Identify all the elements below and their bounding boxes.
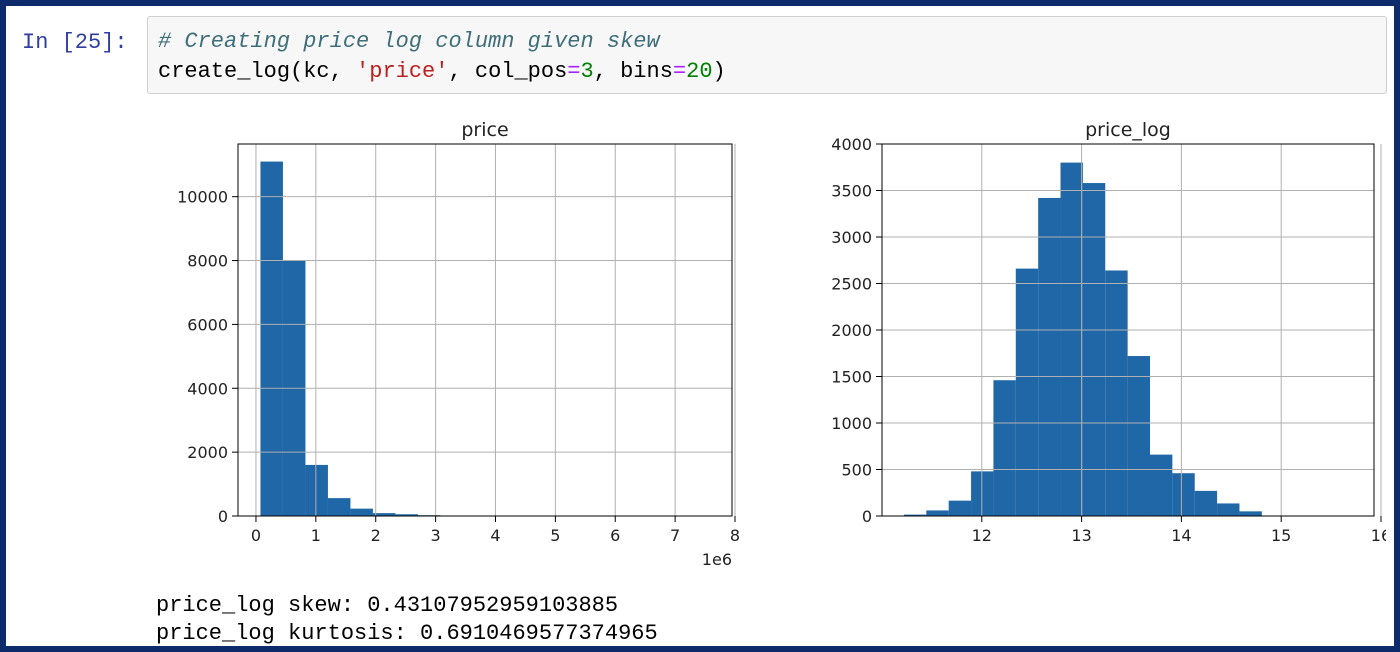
kurtosis-output: price_log kurtosis: 0.6910469577374965 [156, 621, 658, 646]
histogram-price-log: 12 13 14 15 16 0 500 1000 1500 2000 2500 3000 3500 40… [831, 119, 1386, 545]
code-sep-1: , col_pos [448, 59, 568, 84]
x-offset-label: 1e6 [702, 550, 732, 569]
x-tick-label: 8 [730, 526, 740, 545]
x-tick-label: 4 [490, 526, 500, 545]
y-tick-label: 3000 [831, 228, 872, 247]
code-num-1: 3 [580, 59, 594, 84]
y-tick-label: 3500 [831, 182, 872, 201]
chart-title: price_log [1085, 119, 1171, 141]
x-tick-label: 12 [972, 526, 992, 545]
histogram-plots: 0 1 2 3 4 5 6 7 80200040006000800010000price1e6 … [177, 119, 1386, 569]
histogram-bar [1060, 162, 1083, 516]
histogram-bar [327, 498, 351, 516]
code-end: ) [712, 59, 726, 84]
y-tick-label: 0 [218, 507, 228, 526]
histogram-bar [1015, 268, 1039, 516]
y-tick-label: 4000 [831, 135, 872, 154]
histogram-bar [1172, 473, 1195, 516]
histogram-bar [948, 500, 972, 516]
y-tick-label: 4000 [187, 379, 228, 398]
x-tick-label: 6 [610, 526, 620, 545]
x-tick-label: 5 [550, 526, 560, 545]
histogram-bar [926, 510, 949, 516]
histogram-bar [305, 464, 328, 516]
y-tick-label: 1000 [831, 414, 872, 433]
histogram-bar [1149, 454, 1173, 516]
x-tick-label: 16 [1371, 526, 1386, 545]
x-tick-label: 2 [371, 526, 381, 545]
code-eq-2: = [672, 59, 687, 84]
code-string-arg: 'price' [356, 59, 449, 84]
y-tick-label: 8000 [187, 252, 228, 271]
histogram-bar [1082, 183, 1106, 516]
code-num-2: 20 [686, 59, 713, 84]
x-tick-label: 7 [670, 526, 680, 545]
y-tick-label: 500 [841, 461, 872, 480]
y-tick-label: 1500 [831, 368, 872, 387]
axes-frame [237, 143, 733, 517]
code-fn-call: create_log(kc, [158, 59, 357, 84]
y-tick-label: 10000 [177, 188, 228, 207]
histogram-bar [1127, 356, 1150, 516]
cell-prompt: In [25]: [22, 30, 128, 55]
x-tick-label: 1 [311, 526, 321, 545]
y-tick-label: 6000 [187, 315, 228, 334]
y-tick-label: 2500 [831, 275, 872, 294]
histogram-bar [350, 508, 373, 516]
histogram-bar [395, 514, 418, 516]
y-tick-label: 2000 [831, 321, 872, 340]
x-tick-label: 14 [1171, 526, 1191, 545]
histogram-price: 0 1 2 3 4 5 6 7 8 0 2000 4000 6000 8000 10000 price 1e6 [177, 119, 740, 569]
code-input-area[interactable]: # Creating price log column given skew c… [147, 16, 1387, 94]
histogram-bar [1194, 490, 1218, 516]
histogram-bar [1038, 197, 1061, 516]
y-tick-label: 2000 [187, 443, 228, 462]
y-tick-label: 0 [862, 507, 872, 526]
x-tick-label: 0 [251, 526, 261, 545]
x-tick-label: 3 [431, 526, 441, 545]
x-tick-label: 15 [1271, 526, 1291, 545]
code-line: create_log(kc, 'price', col_pos=3, bins=… [158, 57, 1386, 87]
code-sep-2: , bins [593, 59, 673, 84]
histogram-bar [372, 513, 396, 516]
code-eq-1: = [567, 59, 581, 84]
cell-output: price_log skew: 0.43107952959103885 pric… [156, 592, 658, 648]
histogram-bar [993, 380, 1016, 516]
skew-output: price_log skew: 0.43107952959103885 [156, 593, 619, 618]
histogram-bar [260, 161, 283, 516]
histogram-bar [1239, 511, 1262, 516]
x-tick-label: 13 [1071, 526, 1091, 545]
histogram-bar [1105, 270, 1128, 516]
histogram-bar [903, 514, 927, 516]
chart-title: price [461, 119, 508, 141]
histogram-bar [1217, 503, 1240, 516]
code-comment: # Creating price log column given skew [158, 29, 660, 54]
